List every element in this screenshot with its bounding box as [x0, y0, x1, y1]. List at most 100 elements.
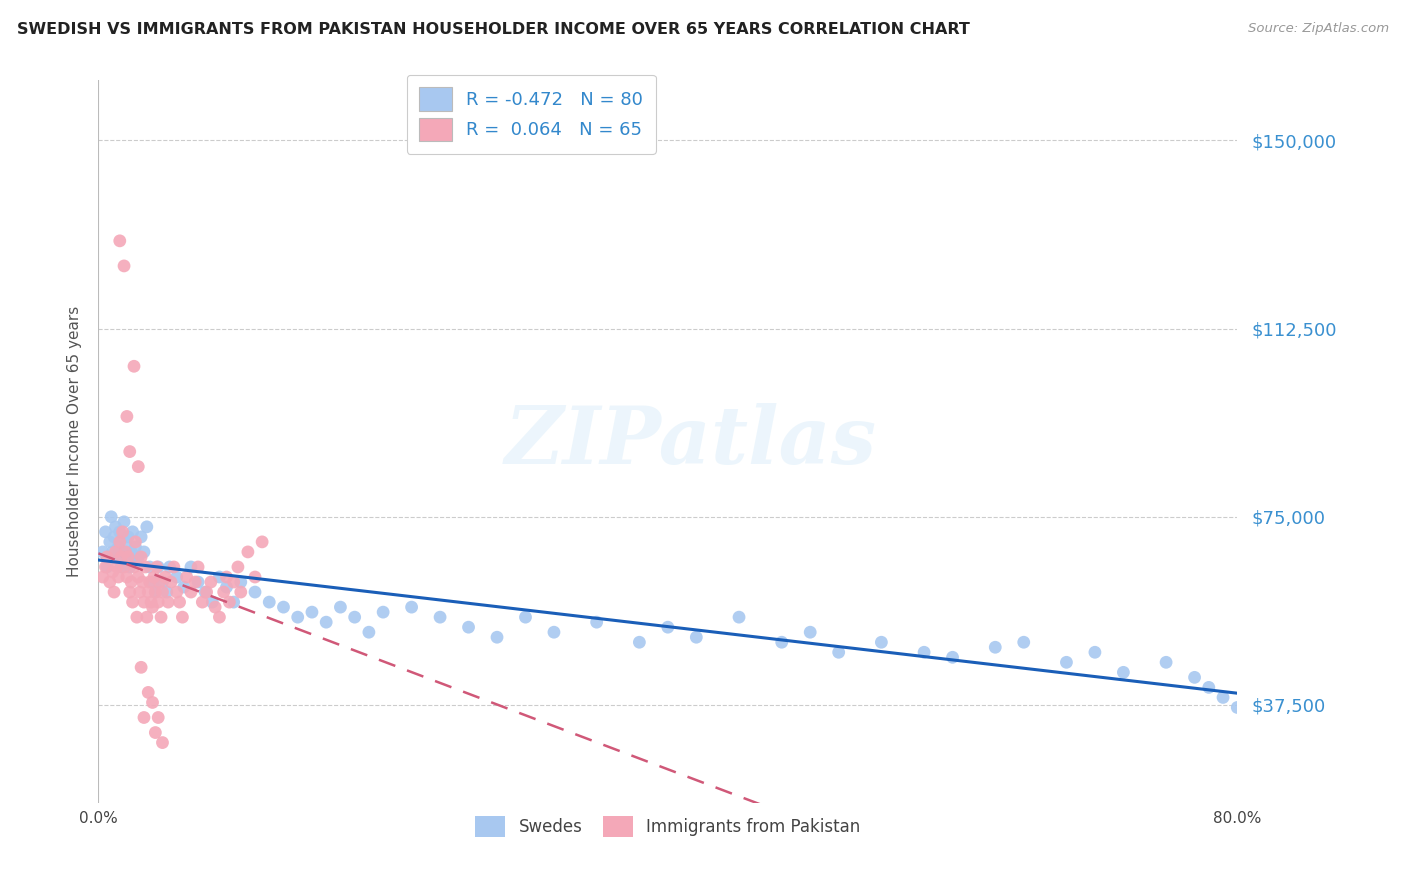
- Point: [134, 560, 156, 574]
- Point: [110, 549, 132, 564]
- Point: [124, 540, 146, 554]
- Point: [155, 570, 177, 584]
- Point: [204, 600, 226, 615]
- Point: [91, 570, 114, 584]
- Point: [115, 570, 138, 584]
- Point: [243, 585, 266, 599]
- Point: [194, 585, 217, 599]
- Point: [357, 625, 380, 640]
- Point: [180, 560, 202, 574]
- Point: [118, 444, 141, 458]
- Point: [122, 555, 145, 569]
- Point: [96, 560, 118, 574]
- Point: [111, 524, 134, 539]
- Point: [148, 595, 170, 609]
- Point: [180, 585, 202, 599]
- Point: [145, 725, 167, 739]
- Point: [184, 574, 207, 589]
- Point: [104, 545, 127, 559]
- Point: [259, 595, 281, 609]
- Point: [172, 610, 194, 624]
- Point: [1212, 690, 1234, 705]
- Point: [287, 610, 309, 624]
- Point: [191, 595, 214, 609]
- Point: [208, 570, 231, 584]
- Point: [301, 605, 323, 619]
- Point: [152, 585, 174, 599]
- Point: [195, 585, 218, 599]
- Point: [96, 549, 118, 564]
- Point: [120, 545, 142, 559]
- Point: [141, 600, 163, 615]
- Point: [250, 534, 273, 549]
- Point: [98, 534, 121, 549]
- Point: [107, 540, 129, 554]
- Point: [136, 685, 159, 699]
- Legend: Swedes, Immigrants from Pakistan: Swedes, Immigrants from Pakistan: [464, 804, 872, 848]
- Point: [121, 524, 143, 539]
- Point: [273, 600, 295, 615]
- Point: [218, 595, 240, 609]
- Point: [187, 574, 209, 589]
- Point: [870, 635, 893, 649]
- Point: [208, 610, 231, 624]
- Point: [129, 549, 152, 564]
- Point: [118, 585, 141, 599]
- Point: [160, 574, 183, 589]
- Text: ZIPatlas: ZIPatlas: [505, 403, 877, 480]
- Point: [1154, 655, 1177, 669]
- Point: [1012, 635, 1035, 649]
- Point: [107, 570, 129, 584]
- Point: [120, 574, 142, 589]
- Point: [118, 560, 141, 574]
- Point: [585, 615, 607, 630]
- Point: [243, 570, 266, 584]
- Point: [112, 259, 135, 273]
- Point: [628, 635, 651, 649]
- Point: [1084, 645, 1107, 659]
- Point: [201, 595, 224, 609]
- Point: [103, 585, 125, 599]
- Point: [799, 625, 821, 640]
- Point: [166, 585, 188, 599]
- Point: [91, 545, 114, 559]
- Y-axis label: Householder Income Over 65 years: Householder Income Over 65 years: [66, 306, 82, 577]
- Point: [152, 574, 174, 589]
- Point: [94, 524, 117, 539]
- Point: [132, 545, 155, 559]
- Point: [101, 565, 124, 579]
- Point: [115, 549, 138, 564]
- Point: [117, 530, 139, 544]
- Point: [200, 574, 222, 589]
- Point: [187, 560, 209, 574]
- Point: [543, 625, 565, 640]
- Point: [111, 545, 134, 559]
- Point: [149, 574, 172, 589]
- Point: [110, 560, 132, 574]
- Point: [215, 580, 238, 594]
- Point: [127, 549, 149, 564]
- Point: [108, 524, 131, 539]
- Point: [103, 530, 125, 544]
- Point: [401, 600, 423, 615]
- Point: [486, 630, 509, 644]
- Point: [145, 585, 167, 599]
- Point: [105, 549, 128, 564]
- Point: [173, 580, 195, 594]
- Point: [215, 570, 238, 584]
- Point: [141, 696, 163, 710]
- Point: [1112, 665, 1135, 680]
- Point: [129, 530, 152, 544]
- Point: [1226, 700, 1249, 714]
- Point: [770, 635, 793, 649]
- Point: [122, 560, 145, 574]
- Point: [124, 534, 146, 549]
- Point: [1056, 655, 1078, 669]
- Point: [115, 409, 138, 424]
- Point: [163, 560, 186, 574]
- Point: [94, 560, 117, 574]
- Point: [329, 600, 352, 615]
- Point: [152, 735, 174, 749]
- Point: [984, 640, 1007, 655]
- Point: [112, 515, 135, 529]
